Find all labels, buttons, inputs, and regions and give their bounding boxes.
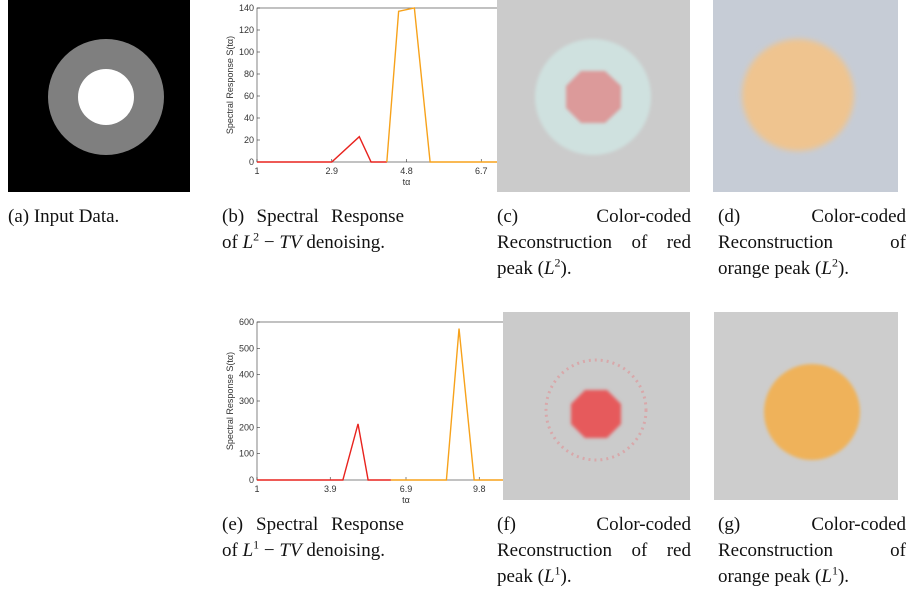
y-tick-label: 100 — [239, 449, 254, 459]
x-tick-label: 4.8 — [400, 166, 413, 176]
y-tick-label: 600 — [239, 317, 254, 327]
input-image — [8, 0, 190, 192]
y-tick-label: 300 — [239, 396, 254, 406]
y-tick-label: 0 — [249, 475, 254, 485]
y-tick-label: 80 — [244, 69, 254, 79]
y-tick-label: 40 — [244, 113, 254, 123]
orange-reconstruction-l2 — [713, 0, 898, 192]
plot-frame — [257, 8, 510, 162]
caption: (c) Color-coded Reconstruction of red pe… — [497, 204, 691, 282]
spectral-chart-l1: 010020030040050060013.96.99.812.8tαSpect… — [220, 312, 510, 508]
x-tick-label: 6.9 — [400, 484, 413, 494]
x-tick-label: 3.9 — [324, 484, 337, 494]
caption: (f) Color-coded Reconstruction of red pe… — [497, 512, 691, 590]
y-tick-label: 120 — [239, 25, 254, 35]
y-axis-label: Spectral Response S(tα) — [225, 352, 235, 450]
caption: (e) Spectral Response of L1 − TV denoisi… — [222, 512, 404, 564]
x-tick-label: 6.7 — [475, 166, 488, 176]
red-reconstruction-l2 — [497, 0, 690, 192]
caption: (g) Color-coded Reconstruction of orange… — [718, 512, 906, 590]
y-tick-label: 400 — [239, 370, 254, 380]
x-tick-label: 2.9 — [325, 166, 338, 176]
y-tick-label: 20 — [244, 135, 254, 145]
red-reconstruction-l1 — [503, 312, 690, 500]
x-tick-label: 1 — [254, 484, 259, 494]
y-tick-label: 100 — [239, 47, 254, 57]
spectral-chart-l2: 02040608010012014012.94.86.78.6tαSpectra… — [220, 0, 510, 192]
orange-reconstruction-l1 — [714, 312, 898, 500]
page: 02040608010012014012.94.86.78.6tαSpectra… — [0, 0, 910, 610]
y-tick-label: 0 — [249, 157, 254, 167]
caption: (d) Color-coded Reconstruction of orange… — [718, 204, 906, 282]
x-axis-label: tα — [403, 177, 411, 187]
y-tick-label: 200 — [239, 422, 254, 432]
x-tick-label: 1 — [254, 166, 259, 176]
y-tick-label: 500 — [239, 343, 254, 353]
caption: (a) Input Data. — [8, 204, 190, 230]
y-axis-label: Spectral Response S(tα) — [225, 36, 235, 134]
y-tick-label: 60 — [244, 91, 254, 101]
caption: (b) Spectral Response of L2 − TV denoisi… — [222, 204, 404, 256]
x-axis-label: tα — [402, 495, 410, 505]
y-tick-label: 140 — [239, 3, 254, 13]
x-tick-label: 9.8 — [473, 484, 486, 494]
